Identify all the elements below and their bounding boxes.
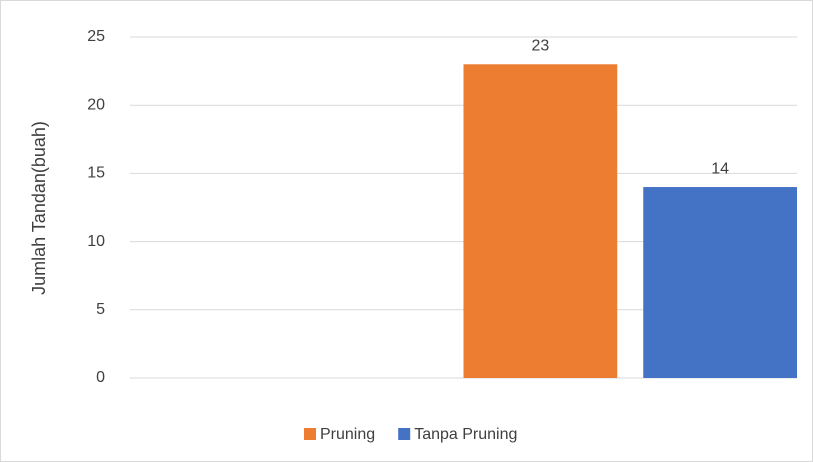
legend-label: Tanpa Pruning — [414, 426, 517, 443]
bar — [463, 64, 618, 378]
data-label: 14 — [711, 160, 729, 177]
legend-label: Pruning — [320, 426, 375, 443]
legend-swatch — [304, 428, 316, 440]
y-tick-label: 20 — [87, 96, 105, 113]
y-tick-label: 15 — [87, 165, 105, 182]
y-tick-label: 5 — [96, 301, 105, 318]
bar — [643, 187, 797, 378]
y-axis-label: Jumlah Tandan(buah) — [29, 121, 49, 295]
y-tick-label: 10 — [87, 233, 105, 250]
y-tick-label: 0 — [96, 369, 105, 386]
data-label: 23 — [531, 37, 549, 54]
legend-swatch — [398, 428, 411, 440]
y-tick-label: 25 — [87, 28, 105, 45]
